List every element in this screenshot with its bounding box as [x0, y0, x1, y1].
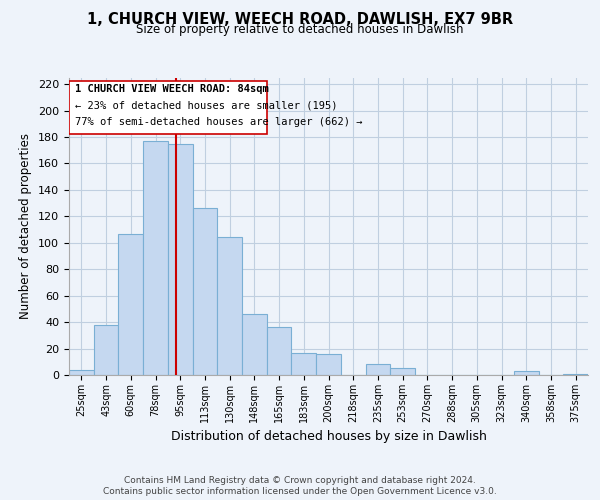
Bar	[514, 371, 539, 375]
Text: 1, CHURCH VIEW, WEECH ROAD, DAWLISH, EX7 9BR: 1, CHURCH VIEW, WEECH ROAD, DAWLISH, EX7…	[87, 12, 513, 28]
Bar	[193, 208, 217, 375]
Text: 77% of semi-detached houses are larger (662) →: 77% of semi-detached houses are larger (…	[75, 117, 362, 127]
Bar	[94, 325, 118, 375]
Bar	[267, 328, 292, 375]
Text: 1 CHURCH VIEW WEECH ROAD: 84sqm: 1 CHURCH VIEW WEECH ROAD: 84sqm	[75, 84, 269, 94]
Bar	[69, 370, 94, 375]
Bar	[316, 354, 341, 375]
Text: ← 23% of detached houses are smaller (195): ← 23% of detached houses are smaller (19…	[75, 100, 338, 110]
Y-axis label: Number of detached properties: Number of detached properties	[19, 133, 32, 320]
Bar	[118, 234, 143, 375]
FancyBboxPatch shape	[69, 82, 267, 134]
Text: Contains public sector information licensed under the Open Government Licence v3: Contains public sector information licen…	[103, 488, 497, 496]
X-axis label: Distribution of detached houses by size in Dawlish: Distribution of detached houses by size …	[170, 430, 487, 444]
Bar	[292, 352, 316, 375]
Bar	[365, 364, 390, 375]
Bar	[168, 144, 193, 375]
Bar	[217, 238, 242, 375]
Text: Size of property relative to detached houses in Dawlish: Size of property relative to detached ho…	[136, 22, 464, 36]
Bar	[563, 374, 588, 375]
Bar	[242, 314, 267, 375]
Text: Contains HM Land Registry data © Crown copyright and database right 2024.: Contains HM Land Registry data © Crown c…	[124, 476, 476, 485]
Bar	[390, 368, 415, 375]
Bar	[143, 141, 168, 375]
